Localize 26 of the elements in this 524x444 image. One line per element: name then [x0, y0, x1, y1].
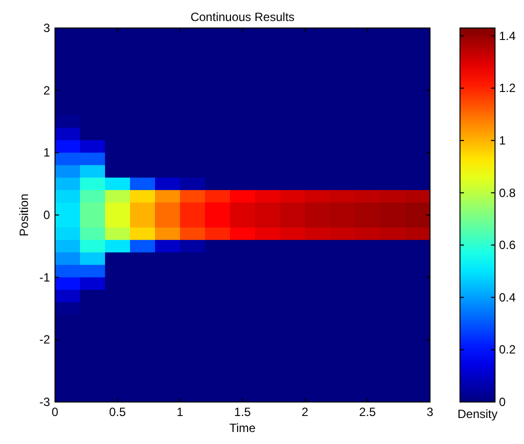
color-bar-label: 0.6 — [499, 238, 516, 252]
color-bar-title: Density — [457, 407, 498, 421]
x-tick-label: 2.5 — [359, 405, 376, 419]
color-bar-label: 0.2 — [499, 342, 516, 357]
y-tick-label: 1 — [43, 146, 50, 160]
chart-title: Continuous Results — [190, 10, 295, 24]
y-tick-label: 3 — [43, 21, 50, 35]
color-bar-label: 0.8 — [499, 186, 516, 200]
color-bar-label: 1.2 — [499, 81, 516, 96]
x-tick-label: 3 — [426, 405, 434, 419]
color-bar-label: 0.4 — [499, 290, 516, 304]
x-tick-label: 1.5 — [234, 405, 252, 419]
x-axis-title: Time — [229, 421, 256, 435]
y-tick-label: 0 — [43, 208, 50, 222]
y-tick-label: -3 — [39, 395, 50, 409]
color-bar-label: 1.4 — [499, 28, 516, 43]
color-bar-label: 1 — [499, 133, 506, 148]
y-tick-label: 2 — [43, 83, 50, 98]
x-tick-label: 2 — [302, 405, 309, 419]
x-tick-label: 0 — [52, 405, 59, 419]
y-tick-label: -1 — [39, 270, 50, 284]
color-bar-label: 0 — [499, 395, 506, 409]
y-tick-label: -2 — [39, 332, 50, 347]
y-axis-title: Position — [17, 194, 31, 236]
x-tick-label: 1 — [176, 405, 184, 419]
x-tick-label: 0.5 — [109, 405, 126, 419]
